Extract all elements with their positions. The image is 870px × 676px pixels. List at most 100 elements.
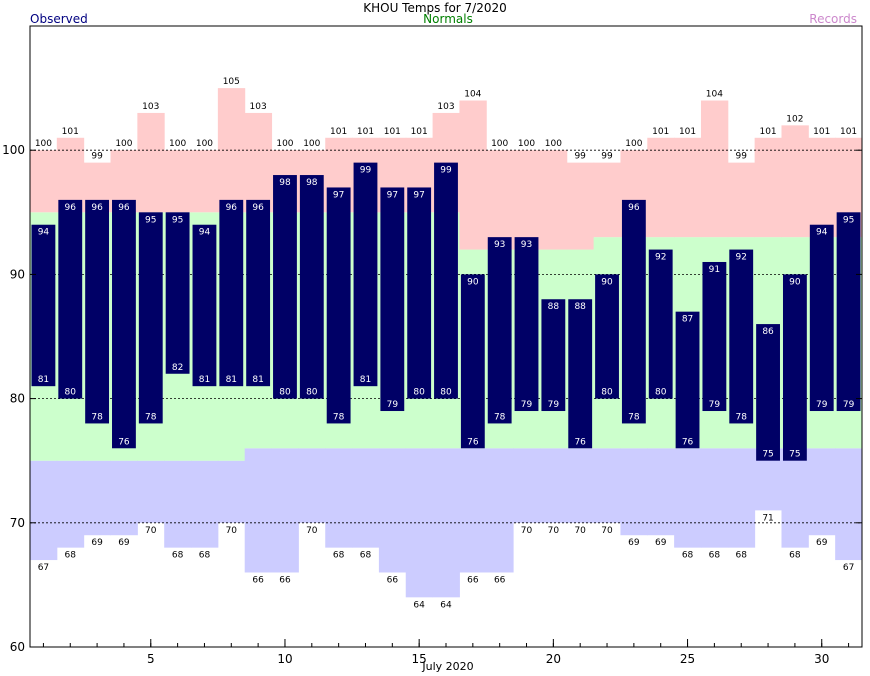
record-low-band xyxy=(83,460,112,536)
record-high-label: 102 xyxy=(786,114,803,124)
record-high-band xyxy=(30,150,58,213)
observed-high-label: 92 xyxy=(735,253,746,263)
observed-bar xyxy=(460,274,485,449)
record-high-band xyxy=(727,162,756,238)
record-high-label: 101 xyxy=(62,127,79,137)
observed-bar xyxy=(514,237,539,412)
record-low-label: 69 xyxy=(118,538,130,548)
y-tick-label: 100 xyxy=(2,143,25,157)
observed-low-label: 75 xyxy=(762,450,773,460)
observed-high-label: 90 xyxy=(789,277,801,287)
observed-bar xyxy=(246,199,271,387)
record-low-label: 64 xyxy=(440,600,452,610)
observed-high-label: 88 xyxy=(574,302,586,312)
record-low-band xyxy=(110,460,138,536)
observed-high-label: 99 xyxy=(360,166,372,176)
observed-bar xyxy=(756,324,780,461)
observed-low-label: 78 xyxy=(494,412,506,422)
observed-bar xyxy=(809,224,834,412)
record-high-band xyxy=(164,150,192,213)
observed-high-label: 96 xyxy=(118,203,130,213)
record-high-label: 100 xyxy=(545,139,562,149)
record-high-label: 101 xyxy=(384,127,401,137)
observed-bar xyxy=(675,311,700,449)
record-low-band xyxy=(325,448,353,548)
record-low-label: 70 xyxy=(601,526,613,536)
record-low-label: 70 xyxy=(521,526,533,536)
observed-high-label: 94 xyxy=(816,228,828,238)
observed-low-label: 81 xyxy=(38,375,49,385)
record-high-label: 103 xyxy=(437,102,454,112)
observed-high-label: 95 xyxy=(145,215,156,225)
observed-bar xyxy=(112,199,136,449)
observed-bar xyxy=(434,162,458,399)
observed-high-label: 96 xyxy=(65,203,77,213)
observed-bar xyxy=(58,199,83,399)
record-high-label: 100 xyxy=(196,139,213,149)
observed-high-label: 95 xyxy=(172,215,183,225)
observed-bar xyxy=(85,199,110,424)
x-tick-label: 10 xyxy=(277,652,292,666)
observed-low-label: 79 xyxy=(816,400,828,410)
record-high-label: 104 xyxy=(706,90,723,100)
x-tick-label: 15 xyxy=(412,652,427,666)
observed-high-label: 98 xyxy=(306,178,318,188)
observed-bar xyxy=(192,224,217,387)
observed-bar xyxy=(836,212,861,412)
record-low-label: 68 xyxy=(172,551,184,561)
record-low-label: 69 xyxy=(655,538,667,548)
observed-high-label: 93 xyxy=(521,240,532,250)
record-low-band xyxy=(566,448,595,523)
record-low-label: 69 xyxy=(628,538,640,548)
x-tick-label: 5 xyxy=(147,652,155,666)
observed-high-label: 96 xyxy=(628,203,640,213)
x-tick-label: 30 xyxy=(814,652,829,666)
observed-bar xyxy=(299,175,324,399)
observed-high-label: 96 xyxy=(226,203,238,213)
observed-bar xyxy=(165,212,190,374)
x-axis-label: July 2020 xyxy=(422,660,474,673)
observed-high-label: 96 xyxy=(91,203,103,213)
record-low-band xyxy=(352,448,380,548)
observed-low-label: 76 xyxy=(118,437,130,447)
record-low-label: 69 xyxy=(91,538,103,548)
observed-bar xyxy=(729,249,754,424)
record-low-band xyxy=(298,448,326,523)
record-high-label: 100 xyxy=(518,139,535,149)
record-low-label: 71 xyxy=(762,513,773,523)
record-high-label: 100 xyxy=(625,139,642,149)
record-low-band xyxy=(217,460,246,523)
record-high-band xyxy=(808,137,836,238)
observed-low-label: 78 xyxy=(145,412,157,422)
record-high-band xyxy=(647,137,675,238)
y-tick-label: 80 xyxy=(10,392,25,406)
record-low-label: 68 xyxy=(65,551,77,561)
observed-bar xyxy=(782,274,807,461)
observed-low-label: 80 xyxy=(655,388,667,398)
record-low-label: 70 xyxy=(548,526,560,536)
record-high-label: 100 xyxy=(35,139,52,149)
record-low-band xyxy=(620,448,648,536)
legend-records: Records xyxy=(809,12,857,26)
record-low-label: 68 xyxy=(360,551,372,561)
record-high-label: 101 xyxy=(330,127,347,137)
record-low-band xyxy=(459,448,487,573)
observed-low-label: 76 xyxy=(682,437,694,447)
observed-high-label: 91 xyxy=(709,265,720,275)
record-low-band xyxy=(513,448,541,523)
record-high-band xyxy=(781,125,809,238)
observed-low-label: 81 xyxy=(226,375,237,385)
chart-title: KHOU Temps for 7/2020 xyxy=(363,1,507,15)
observed-high-label: 97 xyxy=(333,190,344,200)
record-low-band xyxy=(808,448,836,536)
observed-bar xyxy=(648,249,673,399)
record-low-label: 67 xyxy=(38,563,49,573)
record-high-band xyxy=(754,137,782,238)
observed-bar xyxy=(273,175,297,399)
observed-high-label: 88 xyxy=(548,302,560,312)
observed-high-label: 99 xyxy=(440,166,452,176)
observed-high-label: 90 xyxy=(467,277,479,287)
record-low-band xyxy=(137,460,165,523)
observed-bar xyxy=(702,261,727,412)
observed-low-label: 81 xyxy=(252,375,263,385)
